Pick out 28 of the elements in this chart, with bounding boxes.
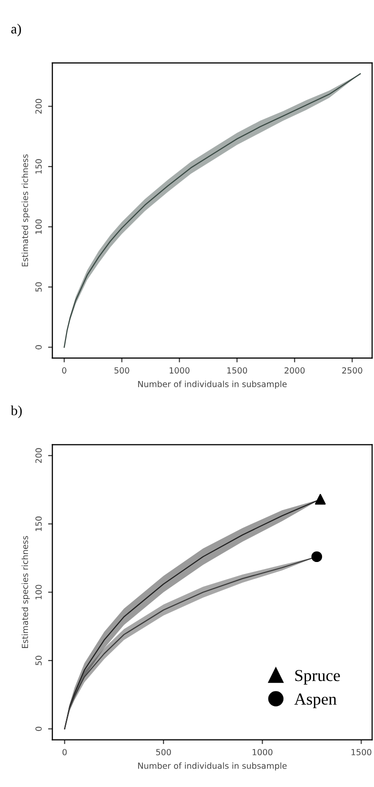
y-tick-label: 150 <box>35 159 42 174</box>
y-tick-label: 200 <box>35 98 42 114</box>
y-tick-label: 0 <box>35 726 42 731</box>
y-tick-label: 200 <box>35 448 42 463</box>
chart-title: a) <box>11 24 21 36</box>
x-axis-title: Number of individuals in subsample <box>138 762 287 770</box>
x-tick-label: 2000 <box>284 367 305 374</box>
legend-label: Aspen <box>294 694 337 708</box>
y-tick-label: 150 <box>35 516 42 531</box>
x-tick-label: 1000 <box>170 367 190 374</box>
x-tick-label: 0 <box>62 748 67 756</box>
x-tick-label: 500 <box>156 748 171 756</box>
y-tick-label: 50 <box>35 282 42 292</box>
x-tick-label: 1500 <box>352 748 372 756</box>
y-tick-label: 100 <box>35 584 42 600</box>
x-tick-label: 1000 <box>252 748 272 756</box>
x-tick-label: 0 <box>62 367 66 374</box>
y-axis-title: Estimated species richness <box>22 154 30 266</box>
legend-label: Spruce <box>295 670 340 685</box>
y-axis-title: Estimated species richness <box>22 536 30 648</box>
x-tick-label: 1500 <box>227 367 248 374</box>
x-axis-title: Number of individuals in subsample <box>138 380 287 389</box>
y-tick-label: 100 <box>35 219 42 234</box>
chart-title: b) <box>10 406 22 418</box>
x-tick-label: 2500 <box>342 367 362 374</box>
y-tick-label: 0 <box>35 345 42 350</box>
y-tick-label: 50 <box>35 656 42 666</box>
x-tick-label: 500 <box>114 367 130 374</box>
